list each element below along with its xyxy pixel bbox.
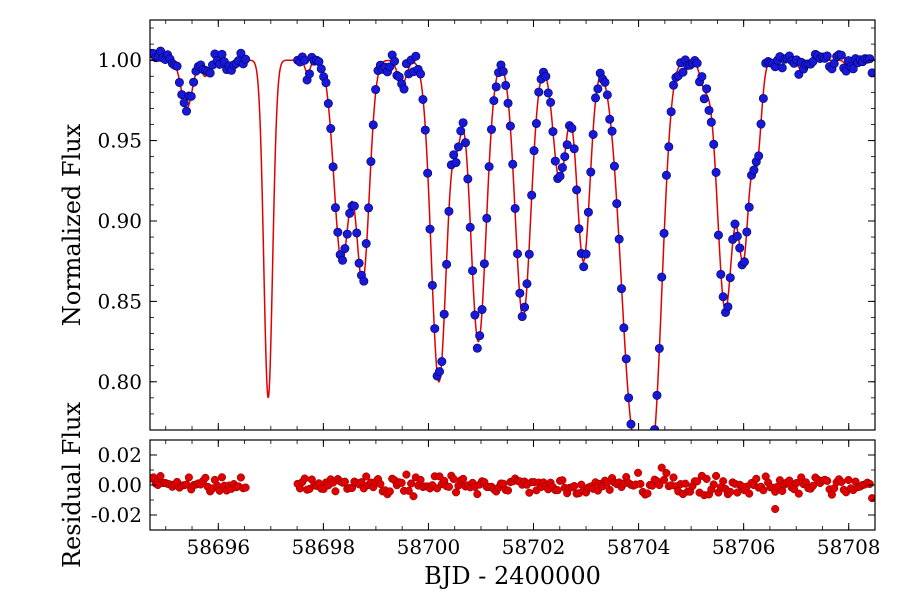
residual-data-points	[147, 464, 876, 513]
residual-ylabel: Residual Flux	[58, 402, 86, 568]
lightcurve-figure: 0.80 0.85 0.90 0.95 1.00 58696 58698 58700 58702…	[0, 0, 900, 595]
flux-ylabel: Normalized Flux	[58, 123, 86, 326]
flux-data-points	[147, 47, 876, 474]
y-tick-label: 1.00	[97, 48, 142, 72]
xlabel: BJD - 2400000	[424, 562, 601, 590]
x-tick-label: 58708	[817, 535, 881, 559]
chart-svg: 0.80 0.85 0.90 0.95 1.00 58696 58698 58700 58702…	[0, 0, 900, 595]
y-tick-label: 0.95	[97, 129, 142, 153]
y-tick-label: -0.02	[91, 503, 142, 527]
y-tick-label: 0.02	[97, 443, 142, 467]
model-line	[150, 60, 874, 465]
x-tick-label: 58704	[607, 535, 671, 559]
x-tick-label: 58700	[397, 535, 461, 559]
y-tick-label: 0.90	[97, 209, 142, 233]
y-tick-label: 0.00	[97, 473, 142, 497]
x-tick-label: 58702	[502, 535, 566, 559]
residual-panel-content	[147, 464, 876, 513]
x-tick-label: 58696	[186, 535, 250, 559]
flux-panel-content	[147, 47, 876, 474]
y-tick-label: 0.85	[97, 289, 142, 313]
x-tick-label: 58698	[292, 535, 356, 559]
x-tick-label: 58706	[712, 535, 776, 559]
y-tick-label: 0.80	[97, 370, 142, 394]
